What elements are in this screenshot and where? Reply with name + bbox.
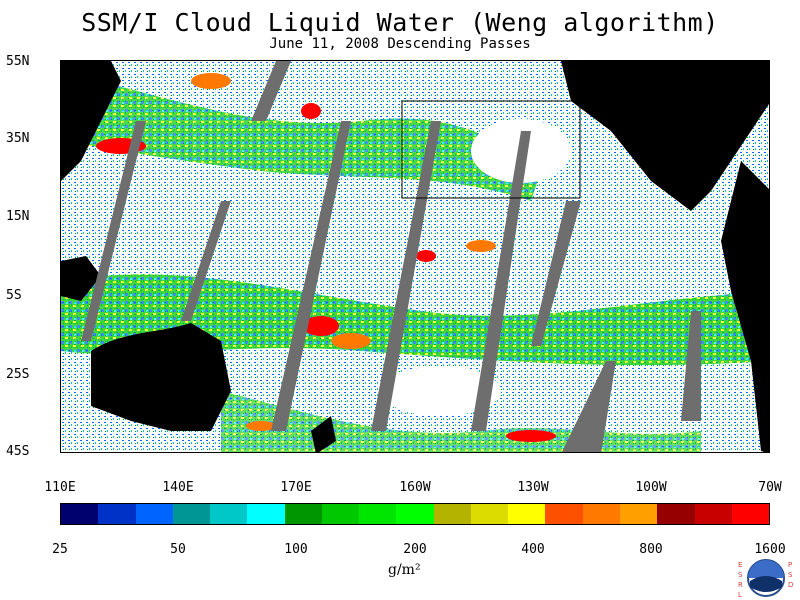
lon-label-110e: 110E (44, 480, 76, 495)
colorbar-swatch-5 (247, 504, 285, 524)
colorbar-swatch-2 (135, 504, 173, 524)
lon-label-100w: 100W (635, 480, 667, 495)
colorbar-swatch-6 (284, 504, 322, 524)
map-field (61, 61, 769, 452)
maritime-se-asia (61, 256, 101, 301)
asia-land (61, 61, 121, 181)
medium-water-spots (191, 73, 496, 431)
lon-label-70w: 70W (758, 480, 782, 495)
noaa-logo: E S R L P S D (738, 559, 793, 599)
lat-label-25s: 25S (6, 367, 30, 382)
logo-letter-e: E (738, 561, 742, 569)
clear-ocean-s (381, 366, 501, 416)
lat-label-35n: 35N (6, 131, 30, 146)
colorbar-tick-25: 25 (52, 542, 68, 557)
colorbar-swatch-9 (396, 504, 434, 524)
itcz-band (61, 274, 769, 366)
logo-letter-p: P (788, 561, 792, 569)
colorbar (60, 503, 770, 525)
lon-label-170e: 170E (280, 480, 312, 495)
colorbar-swatch-4 (210, 504, 248, 524)
lat-label-5s: 5S (6, 288, 22, 303)
lat-label-15n: 15N (6, 209, 30, 224)
colorbar-swatch-12 (508, 504, 546, 524)
new-zealand-land (311, 416, 336, 452)
map-subtitle: June 11, 2008 Descending Passes (269, 36, 531, 52)
north-america-land (561, 61, 769, 211)
australia-land (91, 323, 231, 431)
map-title: SSM/I Cloud Liquid Water (Weng algorithm… (81, 8, 719, 37)
colorbar-tick-400: 400 (521, 542, 545, 557)
landmasses (61, 61, 769, 452)
cloud-water-map (60, 60, 770, 453)
lat-label-55n: 55N (6, 54, 30, 69)
lon-label-140e: 140E (162, 480, 194, 495)
colorbar-swatch-11 (470, 504, 509, 524)
lon-label-160w: 160W (399, 480, 431, 495)
colorbar-tick-100: 100 (284, 542, 308, 557)
logo-letter-r: R (738, 581, 743, 589)
colorbar-tick-50: 50 (170, 542, 186, 557)
colorbar-swatch-14 (582, 504, 620, 524)
logo-letter-s2: S (788, 571, 793, 579)
logo-letter-d: D (788, 581, 793, 589)
colorbar-tick-200: 200 (403, 542, 427, 557)
colorbar-swatch-17 (694, 504, 732, 524)
colorbar-swatch-0 (61, 504, 99, 524)
colorbar-swatch-10 (433, 504, 471, 524)
south-america-land (721, 161, 769, 452)
colorbar-swatch-15 (619, 504, 658, 524)
colorbar-swatch-18 (731, 504, 770, 524)
colorbar-swatch-16 (657, 504, 695, 524)
colorbar-tick-800: 800 (639, 542, 663, 557)
colorbar-units: g/m² (388, 562, 421, 578)
colorbar-swatch-7 (321, 504, 360, 524)
colorbar-swatch-1 (98, 504, 136, 524)
logo-letter-l: L (738, 591, 742, 599)
highlight-box (401, 100, 581, 199)
colorbar-swatch-13 (545, 504, 583, 524)
lat-label-45s: 45S (6, 444, 30, 459)
northern-band (61, 71, 541, 201)
colorbar-swatch-3 (172, 504, 211, 524)
missing-data-swaths (81, 61, 701, 452)
colorbar-tick-1600: 1600 (754, 542, 786, 557)
colorbar-swatch-8 (359, 504, 397, 524)
lon-label-130w: 130W (517, 480, 549, 495)
logo-letter-s: S (738, 571, 743, 579)
